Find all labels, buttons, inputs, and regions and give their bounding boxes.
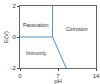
svg-text:E(V): E(V) (3, 31, 9, 43)
svg-text:0: 0 (12, 34, 16, 40)
svg-text:14: 14 (93, 73, 100, 79)
svg-text:-2: -2 (10, 65, 16, 71)
svg-text:2: 2 (12, 3, 16, 9)
svg-text:Corrosion: Corrosion (66, 26, 88, 32)
svg-text:Passivation: Passivation (23, 22, 49, 28)
svg-text:7: 7 (56, 73, 60, 79)
svg-text:Immunity: Immunity (26, 50, 47, 56)
svg-text:pH: pH (54, 78, 62, 84)
svg-text:0: 0 (18, 73, 22, 79)
